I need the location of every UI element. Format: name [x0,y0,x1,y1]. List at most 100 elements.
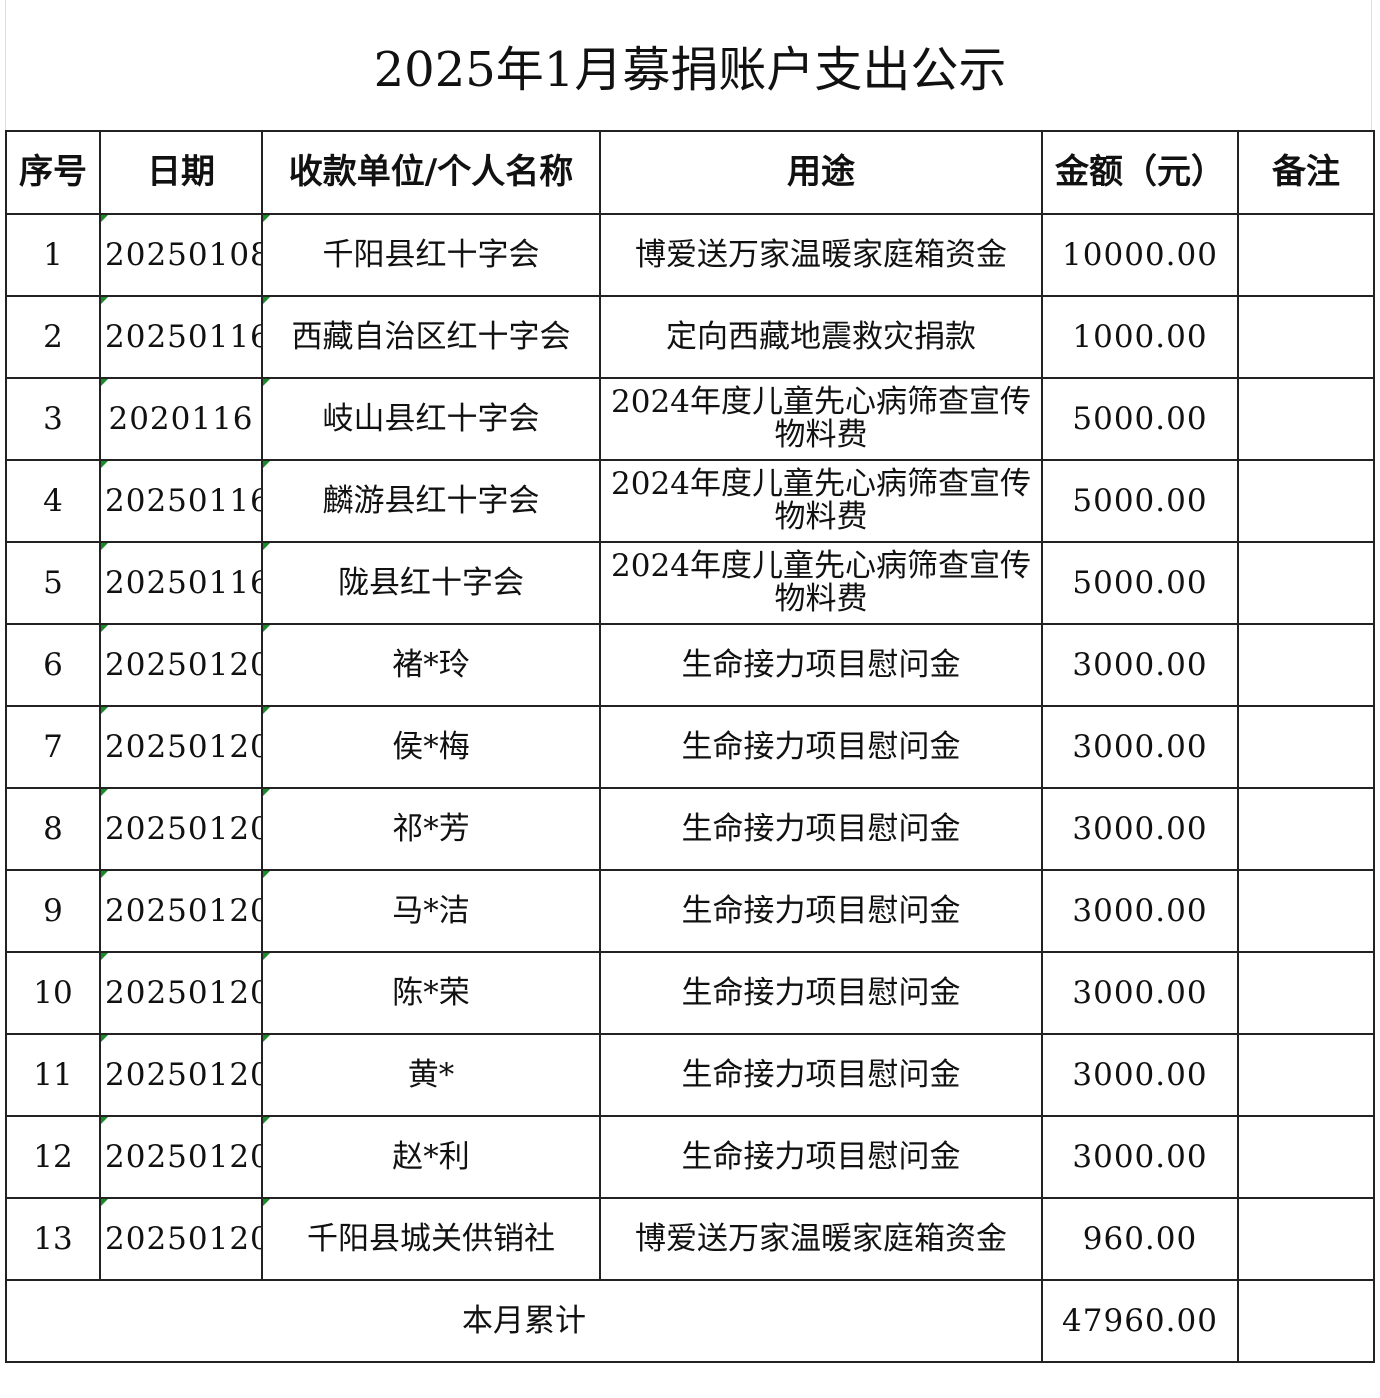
note [1237,1197,1375,1281]
payee: 侯*梅 [261,705,601,789]
row-index: 12 [5,1115,101,1199]
note [1237,1115,1375,1199]
payee: 陈*荣 [261,951,601,1035]
note [1237,951,1375,1035]
amount: 10000.00 [1041,213,1239,297]
date: 20250120 [99,787,263,871]
column-header: 收款单位/个人名称 [261,130,601,215]
payee: 西藏自治区红十字会 [261,295,601,379]
total-row: 本月累计 47960.00 [5,1279,1375,1363]
table-row: 4 20250116 麟游县红十字会 2024年度儿童先心病筛查宣传物料费 5000.0… [5,459,1375,543]
purpose: 定向西藏地震救灾捐款 [599,295,1043,379]
note [1237,705,1375,789]
table-row: 9 20250120 马*洁 生命接力项目慰问金 3000.00 [5,869,1375,953]
date: 20250116 [99,459,263,543]
row-index: 8 [5,787,101,871]
payee: 千阳县城关供销社 [261,1197,601,1281]
total-label: 本月累计 [5,1279,1043,1363]
date: 20250120 [99,1197,263,1281]
row-index: 13 [5,1197,101,1281]
note [1237,869,1375,953]
note [1237,623,1375,707]
payee: 千阳县红十字会 [261,213,601,297]
column-header: 序号 [5,130,101,215]
amount: 3000.00 [1041,869,1239,953]
row-index: 7 [5,705,101,789]
purpose: 生命接力项目慰问金 [599,951,1043,1035]
table-row: 10 20250120 陈*荣 生命接力项目慰问金 3000.00 [5,951,1375,1035]
payee: 祁*芳 [261,787,601,871]
table-row: 6 20250120 褚*玲 生命接力项目慰问金 3000.00 [5,623,1375,707]
date: 20250120 [99,705,263,789]
row-index: 9 [5,869,101,953]
note [1237,787,1375,871]
amount: 3000.00 [1041,705,1239,789]
note [1237,1279,1375,1363]
date: 20250120 [99,951,263,1035]
column-header: 备注 [1237,130,1375,215]
purpose: 生命接力项目慰问金 [599,787,1043,871]
table-row: 5 20250116 陇县红十字会 2024年度儿童先心病筛查宣传物料费 5000.00 [5,541,1375,625]
purpose: 生命接力项目慰问金 [599,623,1043,707]
payee: 褚*玲 [261,623,601,707]
purpose: 生命接力项目慰问金 [599,705,1043,789]
row-index: 3 [5,377,101,461]
row-index: 4 [5,459,101,543]
column-header: 日期 [99,130,263,215]
purpose: 2024年度儿童先心病筛查宣传物料费 [599,377,1043,461]
title-frame [5,0,1372,130]
purpose: 生命接力项目慰问金 [599,869,1043,953]
purpose: 博爱送万家温暖家庭箱资金 [599,1197,1043,1281]
date: 20250120 [99,623,263,707]
date: 20250108 [99,213,263,297]
payee: 陇县红十字会 [261,541,601,625]
payee: 赵*利 [261,1115,601,1199]
amount: 3000.00 [1041,1115,1239,1199]
amount: 3000.00 [1041,951,1239,1035]
amount: 1000.00 [1041,295,1239,379]
note [1237,541,1375,625]
total-amount: 47960.00 [1041,1279,1239,1363]
date: 20250116 [99,541,263,625]
table-body: 1 20250108 千阳县红十字会 博爱送万家温暖家庭箱资金 10000.00 2 202… [5,213,1375,1363]
payee: 岐山县红十字会 [261,377,601,461]
table-row: 13 20250120 千阳县城关供销社 博爱送万家温暖家庭箱资金 960.00 [5,1197,1375,1281]
table-row: 11 20250120 黄* 生命接力项目慰问金 3000.00 [5,1033,1375,1117]
note [1237,1033,1375,1117]
date: 20250120 [99,869,263,953]
date: 20250120 [99,1115,263,1199]
row-index: 1 [5,213,101,297]
note [1237,377,1375,461]
expense-table: 序号 日期 收款单位/个人名称 用途 金额（元） 备注 1 20250108 千阳县红十字会博… [5,130,1375,1363]
note [1237,459,1375,543]
amount: 960.00 [1041,1197,1239,1281]
title: 2025年1月募捐账户支出公示 [373,42,1007,98]
date: 20250120 [99,1033,263,1117]
row-index: 10 [5,951,101,1035]
column-header: 用途 [599,130,1043,215]
date: 2020116 [99,377,263,461]
table-row: 8 20250120 祁*芳 生命接力项目慰问金 3000.00 [5,787,1375,871]
amount: 5000.00 [1041,377,1239,461]
date: 20250116 [99,295,263,379]
table-row: 2 20250116 西藏自治区红十字会 定向西藏地震救灾捐款 1000.00 [5,295,1375,379]
row-index: 6 [5,623,101,707]
row-index: 11 [5,1033,101,1117]
row-index: 5 [5,541,101,625]
payee: 麟游县红十字会 [261,459,601,543]
purpose: 生命接力项目慰问金 [599,1033,1043,1117]
purpose: 博爱送万家温暖家庭箱资金 [599,213,1043,297]
table-row: 3 2020116 岐山县红十字会 2024年度儿童先心病筛查宣传物料费 5000.00 [5,377,1375,461]
amount: 3000.00 [1041,787,1239,871]
note [1237,295,1375,379]
amount: 3000.00 [1041,623,1239,707]
row-index: 2 [5,295,101,379]
payee: 马*洁 [261,869,601,953]
amount: 5000.00 [1041,541,1239,625]
note [1237,213,1375,297]
amount: 5000.00 [1041,459,1239,543]
table-row: 7 20250120 侯*梅 生命接力项目慰问金 3000.00 [5,705,1375,789]
payee: 黄* [261,1033,601,1117]
purpose: 2024年度儿童先心病筛查宣传物料费 [599,541,1043,625]
